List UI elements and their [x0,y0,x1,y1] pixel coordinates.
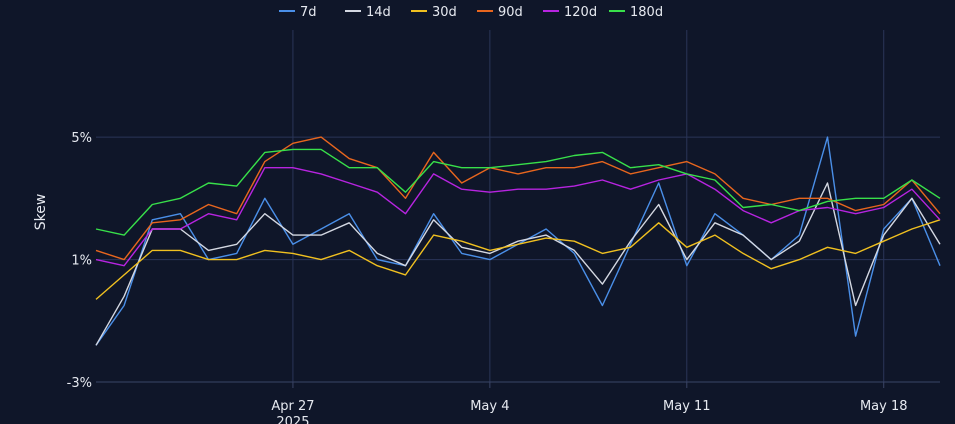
legend-label-120d[interactable]: 120d [564,5,597,20]
x-tick-label: May 18 [860,399,908,414]
legend-label-180d[interactable]: 180d [630,5,663,20]
x-tick-sublabel: 2025 [276,415,309,424]
y-axis-title: Skew [33,194,49,231]
legend-label-14d[interactable]: 14d [366,5,391,20]
legend-label-90d[interactable]: 90d [498,5,523,20]
x-tick-label: May 4 [470,399,509,414]
series-line-14d [95,182,941,346]
series-lines [95,136,941,346]
y-tick-label: 5% [71,131,92,146]
series-line-30d [95,219,941,300]
series-line-120d [95,166,941,267]
legend-label-7d[interactable]: 7d [300,5,317,20]
legend-label-30d[interactable]: 30d [432,5,457,20]
series-line-90d [95,136,941,261]
y-tick-label: 1% [71,254,92,269]
series-line-180d [95,148,941,236]
y-tick-label: -3% [67,376,92,391]
x-tick-label: May 11 [663,399,711,414]
x-tick-label: Apr 27 [271,399,314,414]
legend: 7d 14d 30d 90d 120d 180d [279,5,663,20]
